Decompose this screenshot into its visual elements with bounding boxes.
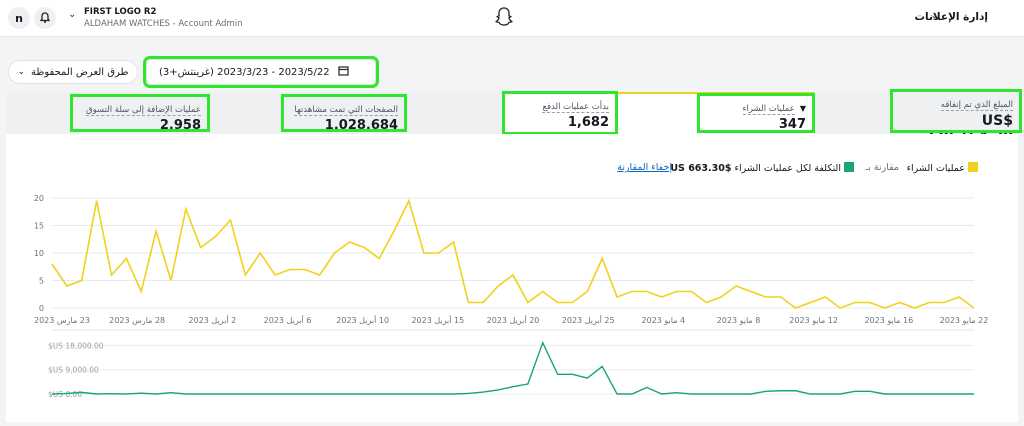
legend-series2-value: $US 663.30: [670, 163, 732, 174]
metric-adds-to-cart[interactable]: عمليات الإضافة إلى سلة التسوق 2,958: [70, 94, 210, 133]
legend-series1-label: عمليات الشراء: [906, 163, 965, 174]
notifications-bell-icon[interactable]: [34, 7, 56, 29]
chart-card: [6, 134, 1018, 422]
metric-value: 2,958: [159, 118, 201, 133]
metric-purchases[interactable]: ▼ عمليات الشراء 347: [697, 93, 815, 133]
account-subtitle: ALDAHAM WATCHES - Account Admin: [84, 19, 243, 29]
metric-label: عمليات الشراء: [742, 104, 795, 115]
metric-page-views[interactable]: الصفحات التي تمت مشاهدتها 1,028,684: [281, 94, 407, 133]
metric-value: 1,028,684: [324, 118, 398, 133]
metric-label: عمليات الإضافة إلى سلة التسوق: [85, 105, 201, 116]
metric-label: المبلغ الذي تم إنفاقه: [940, 100, 1013, 111]
top-bar: n ⌄ FIRST LOGO R2 ALDAHAM WATCHES - Acco…: [0, 0, 1024, 37]
metric-dropdown-icon[interactable]: ▼: [799, 104, 806, 113]
legend-cost-per-purchase: التكلفة لكل عمليات الشراء $US 663.30: [670, 162, 854, 174]
metric-value: 347: [778, 117, 806, 132]
metric-amount-spent[interactable]: المبلغ الذي تم إنفاقه $US 230,164.20: [890, 89, 1022, 145]
ads-manager-menu[interactable]: إدارة الإعلانات: [914, 11, 989, 23]
snapchat-ghost-icon[interactable]: [494, 6, 514, 28]
calendar-icon: [338, 65, 349, 79]
account-switcher-chevron-icon[interactable]: ⌄: [68, 9, 77, 20]
legend-purchases: عمليات الشراء: [907, 162, 978, 174]
date-range-picker[interactable]: (غرينتش+3) 2023/5/22 - 2023/3/23: [143, 56, 379, 88]
metric-label: بدأت عمليات الدفع: [542, 102, 609, 113]
metric-label: الصفحات التي تمت مشاهدتها: [294, 105, 398, 116]
metric-value: 1,682: [567, 115, 609, 130]
legend-swatch-green: [844, 162, 854, 172]
avatar[interactable]: n: [8, 7, 30, 29]
legend-swatch-yellow: [968, 162, 978, 172]
hide-compare-link[interactable]: إخفاء المقارنة: [617, 162, 672, 173]
account-selector[interactable]: FIRST LOGO R2 ALDAHAM WATCHES - Account …: [84, 6, 242, 30]
saved-views-dropdown[interactable]: طرق العرض المحفوظة ⌄: [8, 60, 138, 84]
legend-series2-label: التكلفة لكل عمليات الشراء: [734, 163, 841, 174]
saved-views-chevron-icon: ⌄: [17, 67, 26, 77]
metric-checkouts-initiated[interactable]: بدأت عمليات الدفع 1,682: [502, 91, 618, 135]
avatar-letter: n: [15, 11, 23, 25]
saved-views-label: طرق العرض المحفوظة: [31, 66, 129, 78]
legend-compare: مقارنة بـ: [865, 162, 899, 173]
ads-manager-chevron-icon[interactable]: ⌄: [930, 11, 938, 21]
date-range-label: (غرينتش+3) 2023/5/22 - 2023/3/23: [159, 66, 330, 78]
account-title: FIRST LOGO R2: [84, 7, 157, 17]
